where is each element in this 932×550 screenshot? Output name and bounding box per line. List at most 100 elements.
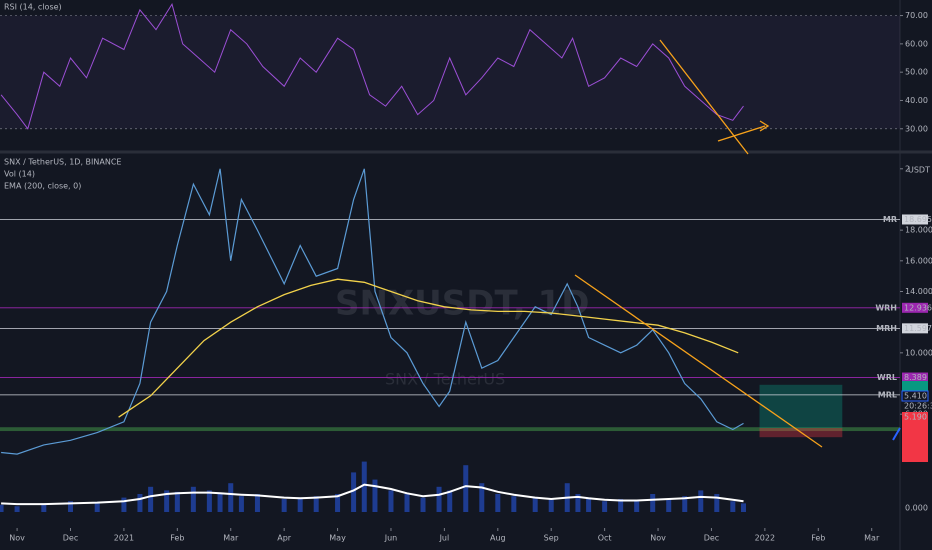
volume-bar bbox=[404, 494, 410, 512]
level-name: WRH bbox=[875, 303, 897, 312]
price-label-box bbox=[902, 381, 928, 391]
rsi-title: RSI (14, close) bbox=[4, 3, 62, 12]
x-tick-label: May bbox=[329, 534, 346, 543]
volume-bar bbox=[313, 496, 319, 512]
y-tick-label: 18.000 bbox=[905, 226, 932, 235]
volume-bar bbox=[479, 483, 485, 512]
level-value: 12.936 bbox=[904, 303, 932, 312]
volume-bar bbox=[634, 501, 640, 512]
y-tick-label: 30.00 bbox=[905, 124, 928, 133]
volume-bar bbox=[698, 490, 704, 512]
volume-bar bbox=[741, 503, 747, 512]
volume-bar bbox=[495, 494, 501, 512]
volume-bar bbox=[41, 503, 47, 512]
y-tick-label: 16.000 bbox=[905, 256, 932, 265]
volume-bar bbox=[0, 504, 4, 512]
x-tick-label: 2021 bbox=[114, 534, 134, 543]
level-name: MRL bbox=[878, 390, 897, 399]
volume-bar bbox=[121, 497, 127, 512]
y-tick-label: 60.00 bbox=[905, 39, 928, 48]
volume-bar bbox=[420, 497, 426, 512]
level-name: WRL bbox=[877, 373, 897, 382]
volume-bar bbox=[682, 496, 688, 512]
volume-bar bbox=[281, 499, 287, 512]
x-tick-label: Nov bbox=[9, 534, 25, 543]
x-tick-label: Feb bbox=[170, 534, 184, 543]
watermark: SNXUSDT, 1D bbox=[335, 284, 589, 324]
x-tick-label: 2022 bbox=[755, 534, 775, 543]
y-tick-label: 2 bbox=[905, 164, 910, 173]
volume-bar bbox=[206, 490, 212, 512]
volume-bar bbox=[164, 490, 170, 512]
volume-bar bbox=[511, 496, 517, 512]
volume-bar bbox=[68, 501, 74, 512]
volume-bar bbox=[297, 497, 303, 512]
volume-bar bbox=[94, 501, 100, 512]
x-tick-label: Jun bbox=[384, 534, 398, 543]
x-tick-label: Feb bbox=[811, 534, 825, 543]
x-tick-label: Mar bbox=[223, 534, 239, 543]
x-tick-label: Aug bbox=[490, 534, 506, 543]
x-tick-label: Dec bbox=[63, 534, 78, 543]
currency: USDT bbox=[908, 166, 930, 175]
level-box bbox=[902, 372, 928, 383]
level-value: 18.695 bbox=[904, 215, 932, 224]
y-tick-label: 40.00 bbox=[905, 96, 928, 105]
volume-bar bbox=[575, 494, 581, 512]
x-tick-label: Sep bbox=[544, 534, 559, 543]
volume-bar bbox=[174, 491, 180, 512]
volume-bar bbox=[228, 483, 234, 512]
volume-bar bbox=[602, 501, 608, 512]
y-tick-label: 14.000 bbox=[905, 287, 932, 296]
x-tick-label: Nov bbox=[650, 534, 666, 543]
price-label: 5.410 bbox=[904, 392, 927, 401]
volume-bar bbox=[217, 494, 223, 512]
volume-bar bbox=[361, 461, 367, 512]
volume-bar bbox=[463, 465, 469, 512]
price-label-box bbox=[901, 390, 929, 402]
level-value: 8.389 bbox=[904, 373, 927, 382]
ema-line bbox=[118, 278, 739, 418]
volume-bar bbox=[532, 497, 538, 512]
volume-bar bbox=[238, 496, 244, 512]
level-box bbox=[902, 323, 928, 334]
y-tick-label: 70.00 bbox=[905, 11, 928, 20]
price-label-box bbox=[902, 442, 928, 452]
rsi-trendline bbox=[659, 39, 749, 155]
support-zone bbox=[0, 427, 900, 432]
price-label: 5.190 bbox=[904, 413, 927, 422]
symbol-title: SNX / TetherUS, 1D, BINANCE bbox=[4, 158, 121, 167]
x-tick-label: Mar bbox=[864, 534, 880, 543]
volume-bar bbox=[714, 494, 720, 512]
price-trendline bbox=[574, 274, 823, 448]
volume-bar bbox=[730, 501, 736, 512]
watermark-sub: SNX / TetherUS bbox=[385, 370, 505, 389]
volume-bar bbox=[447, 490, 453, 512]
x-tick-label: Apr bbox=[277, 534, 292, 543]
volume-ma bbox=[1, 483, 744, 506]
x-tick-label: Oct bbox=[598, 534, 612, 543]
level-value: 11.597 bbox=[904, 324, 932, 333]
volume-bar bbox=[548, 499, 554, 512]
volume-bar bbox=[14, 506, 20, 512]
volume-bar bbox=[650, 494, 656, 512]
volume-bar bbox=[436, 486, 442, 512]
arrow-head bbox=[759, 120, 770, 132]
rsi-band bbox=[0, 15, 900, 129]
y-tick-label: 10.000 bbox=[905, 348, 932, 357]
volume-bar bbox=[388, 490, 394, 512]
x-tick-label: Jul bbox=[439, 534, 450, 543]
volume-bar bbox=[335, 494, 341, 512]
price-label-box bbox=[902, 432, 928, 442]
ema-title: EMA (200, close, 0) bbox=[4, 182, 81, 191]
level-box bbox=[902, 214, 928, 225]
y-tick-label: 0.000 bbox=[905, 504, 928, 513]
volume-bar bbox=[254, 494, 260, 512]
rsi-line bbox=[0, 2, 744, 130]
rsi-trendline bbox=[717, 125, 766, 142]
level-name: MR bbox=[883, 215, 897, 224]
price-label-box bbox=[902, 412, 928, 422]
